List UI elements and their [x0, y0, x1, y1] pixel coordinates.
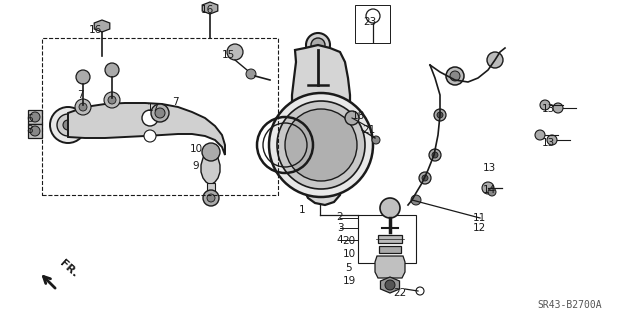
- Text: 14: 14: [483, 185, 495, 195]
- Text: 9: 9: [193, 161, 199, 171]
- Circle shape: [79, 103, 87, 111]
- Circle shape: [246, 69, 256, 79]
- Circle shape: [487, 52, 503, 68]
- Circle shape: [203, 190, 219, 206]
- Bar: [379, 246, 401, 253]
- Bar: [355, 5, 390, 43]
- Circle shape: [372, 136, 380, 144]
- Circle shape: [76, 70, 90, 84]
- Text: 16: 16: [88, 25, 102, 35]
- Circle shape: [269, 93, 373, 197]
- Text: 13: 13: [483, 163, 495, 173]
- Text: 8: 8: [27, 125, 33, 135]
- Circle shape: [306, 33, 330, 57]
- Circle shape: [419, 172, 431, 184]
- Polygon shape: [375, 256, 405, 278]
- Text: 21: 21: [362, 125, 376, 135]
- Polygon shape: [68, 103, 225, 155]
- Text: 15: 15: [221, 50, 235, 60]
- Text: 1: 1: [299, 205, 305, 215]
- Circle shape: [104, 92, 120, 108]
- Polygon shape: [292, 45, 350, 205]
- Text: FR.: FR.: [58, 258, 80, 279]
- Text: 5: 5: [346, 263, 352, 273]
- Circle shape: [63, 120, 73, 130]
- Text: 23: 23: [364, 17, 376, 27]
- Polygon shape: [202, 2, 218, 14]
- Circle shape: [450, 71, 460, 81]
- Text: 22: 22: [394, 288, 406, 298]
- Circle shape: [155, 108, 165, 118]
- Circle shape: [437, 112, 443, 118]
- Text: 13: 13: [541, 138, 555, 148]
- Text: 12: 12: [472, 223, 486, 233]
- Text: 20: 20: [342, 236, 356, 246]
- Circle shape: [277, 101, 365, 189]
- Text: 3: 3: [337, 223, 343, 233]
- Circle shape: [57, 114, 79, 136]
- Circle shape: [144, 130, 156, 142]
- Circle shape: [380, 198, 400, 218]
- Text: 13: 13: [541, 104, 555, 114]
- Text: 17: 17: [147, 103, 159, 113]
- Circle shape: [30, 126, 40, 136]
- Bar: [207, 183, 215, 193]
- Polygon shape: [28, 110, 42, 124]
- Circle shape: [446, 67, 464, 85]
- Text: 19: 19: [342, 276, 356, 286]
- Polygon shape: [94, 20, 110, 32]
- Text: 18: 18: [351, 111, 365, 121]
- Text: 7: 7: [172, 97, 179, 107]
- Circle shape: [434, 109, 446, 121]
- Circle shape: [285, 109, 357, 181]
- Circle shape: [411, 195, 421, 205]
- Text: 4: 4: [337, 235, 343, 245]
- Polygon shape: [380, 277, 399, 293]
- Circle shape: [345, 111, 359, 125]
- Polygon shape: [28, 124, 42, 138]
- Circle shape: [108, 96, 116, 104]
- Text: 10: 10: [342, 249, 356, 259]
- Polygon shape: [201, 148, 220, 184]
- Circle shape: [75, 99, 91, 115]
- Circle shape: [50, 107, 86, 143]
- Circle shape: [488, 188, 496, 196]
- Circle shape: [553, 103, 563, 113]
- Circle shape: [227, 44, 243, 60]
- Circle shape: [429, 149, 441, 161]
- Text: SR43-B2700A: SR43-B2700A: [538, 300, 602, 310]
- Circle shape: [540, 100, 550, 110]
- Circle shape: [105, 63, 119, 77]
- Circle shape: [142, 110, 158, 126]
- Text: 11: 11: [472, 213, 486, 223]
- Circle shape: [535, 130, 545, 140]
- Circle shape: [311, 38, 325, 52]
- Circle shape: [422, 175, 428, 181]
- Circle shape: [151, 104, 169, 122]
- Text: 10: 10: [189, 144, 203, 154]
- Text: 7: 7: [77, 90, 83, 100]
- Text: 6: 6: [27, 114, 33, 124]
- Circle shape: [30, 112, 40, 122]
- Circle shape: [547, 135, 557, 145]
- Circle shape: [432, 152, 438, 158]
- Bar: [378, 235, 402, 243]
- Circle shape: [385, 280, 395, 290]
- Circle shape: [202, 143, 220, 161]
- Circle shape: [482, 182, 494, 194]
- Text: 16: 16: [200, 5, 214, 15]
- Bar: [358, 215, 416, 263]
- Text: 2: 2: [337, 212, 343, 222]
- Circle shape: [207, 194, 215, 202]
